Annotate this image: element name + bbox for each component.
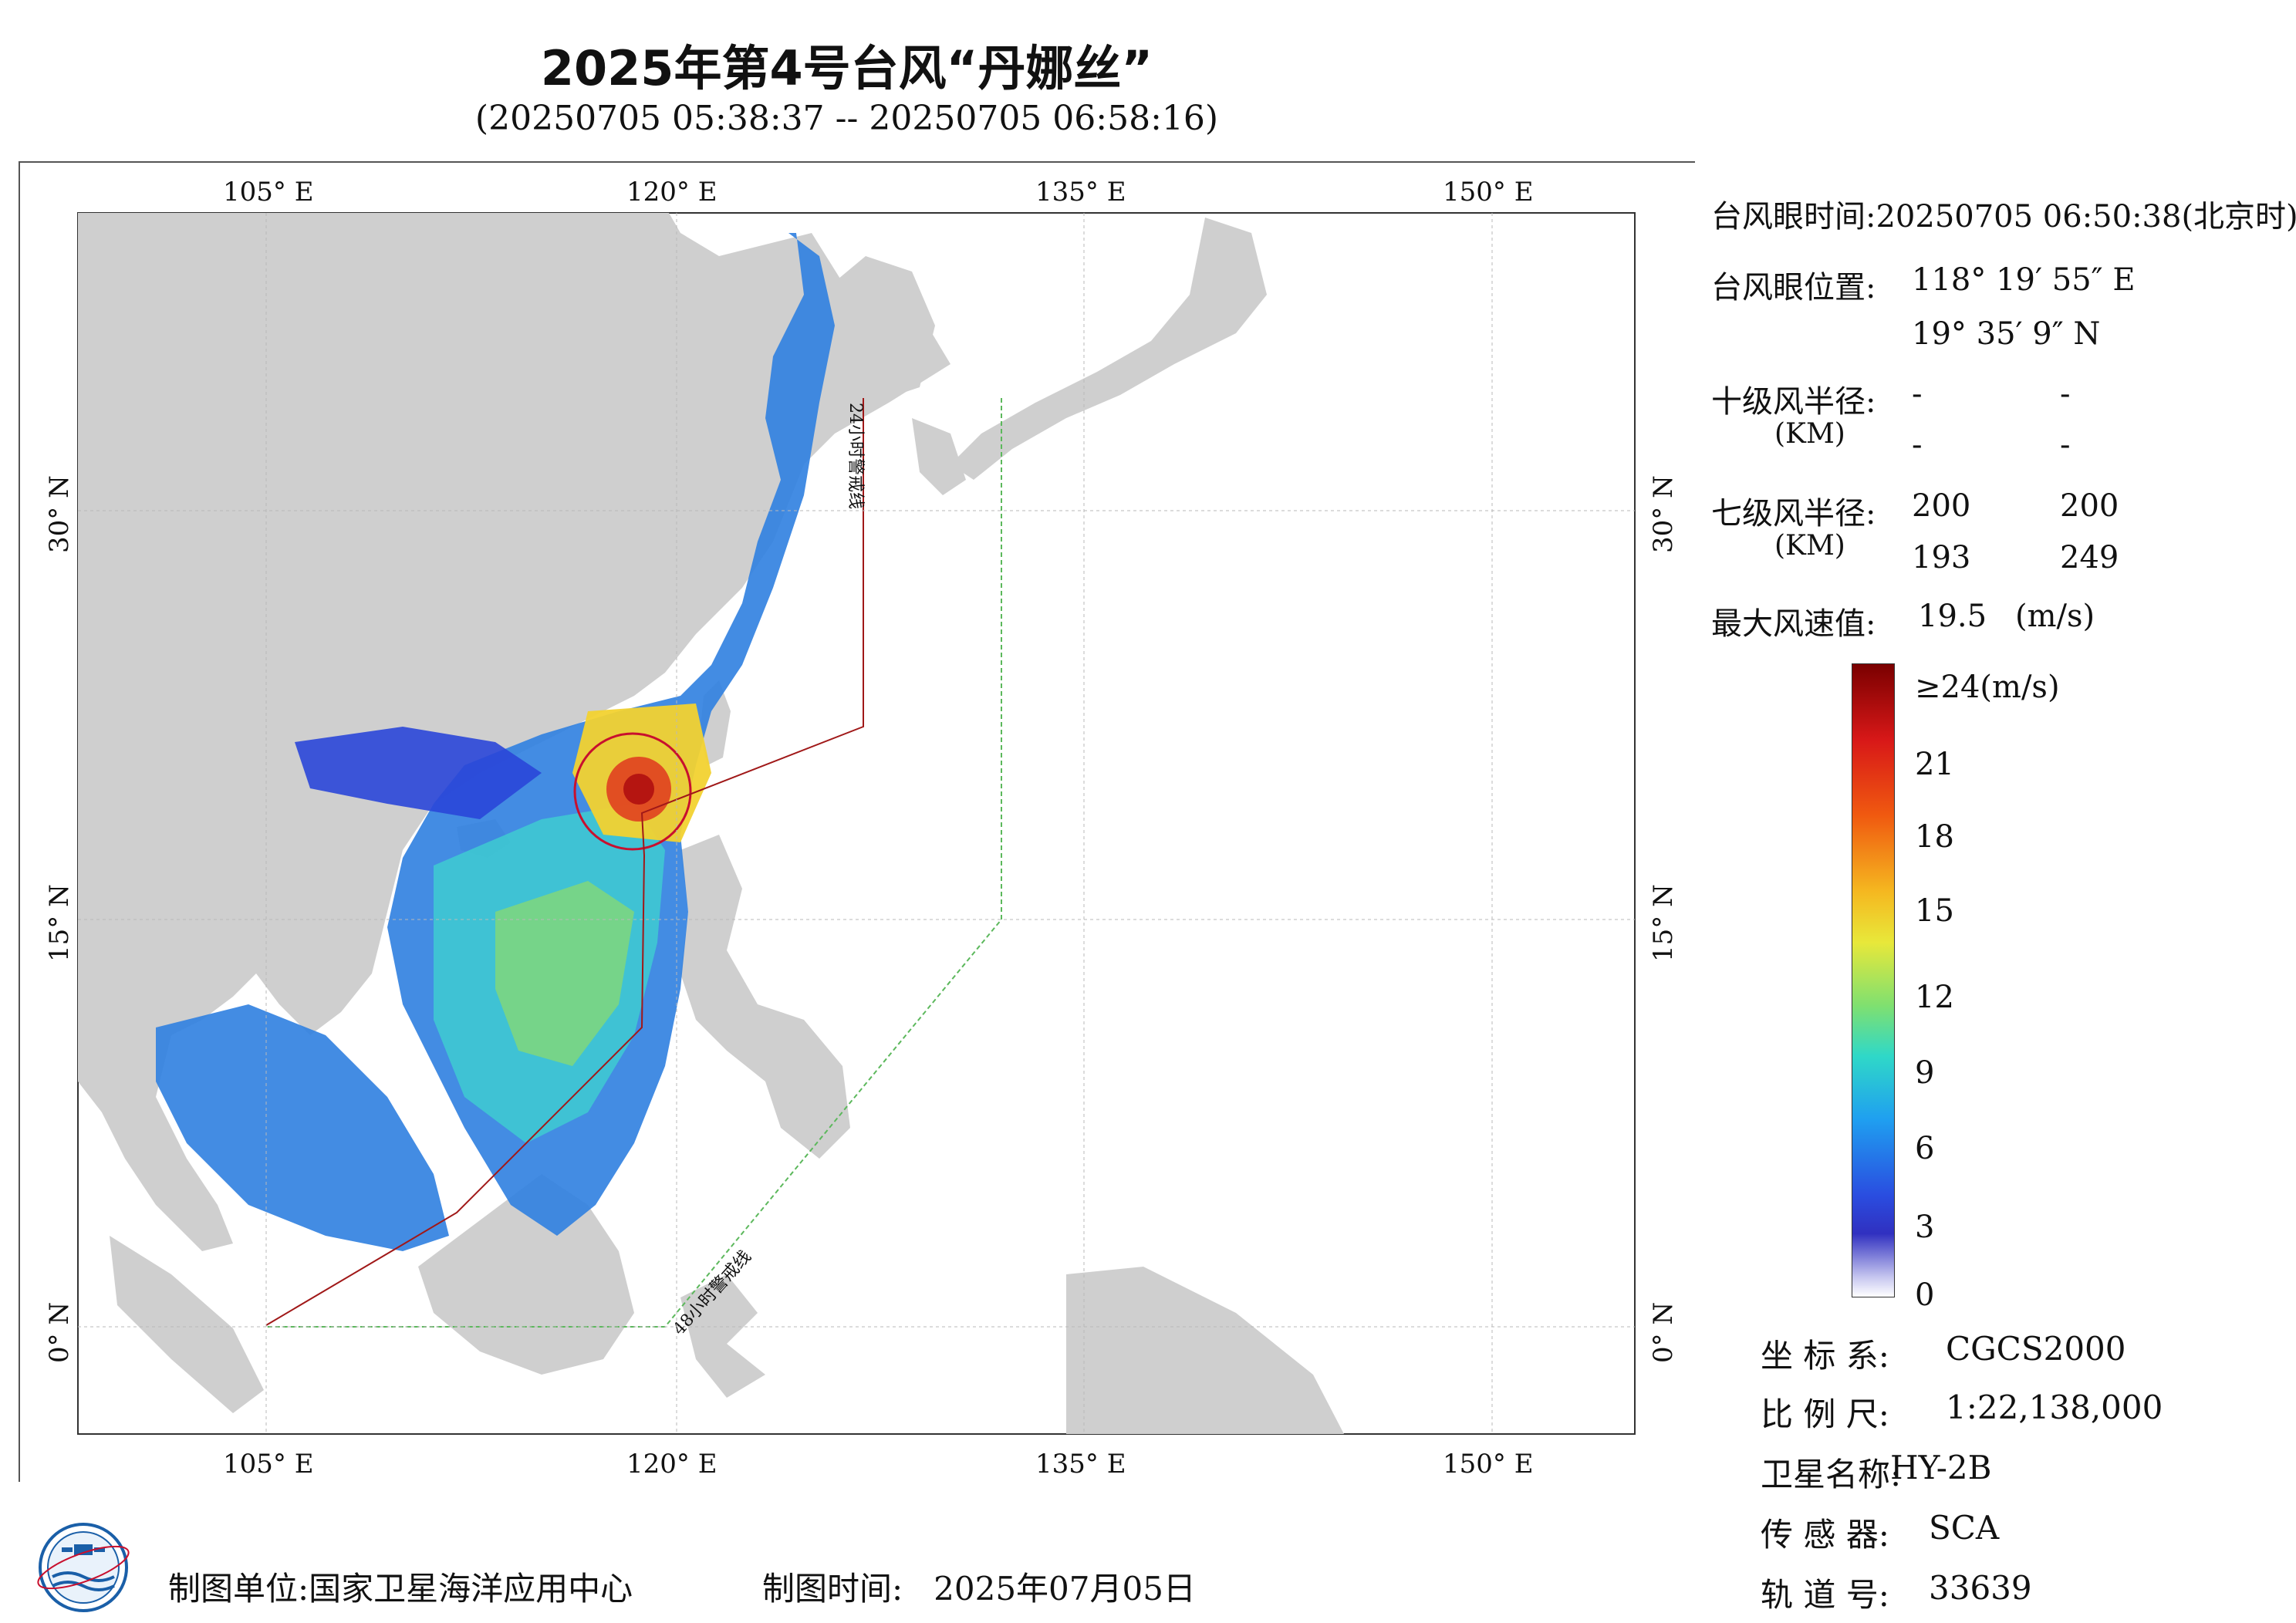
satellite-label: 卫星名称:: [1761, 1456, 1902, 1493]
lon-tick-bottom-120: 120° E: [626, 1449, 718, 1480]
footer-time-label: 制图时间:: [762, 1570, 903, 1608]
colorbar-tick-9: 9: [1915, 1055, 1935, 1091]
wind-field-map: 24小时警戒线 48小时警戒线 105° E 120° E 135° E 150…: [20, 163, 1697, 1483]
sensor-label: 传 感 器:: [1761, 1516, 1889, 1554]
footer-time: 制图时间: 2025年07月05日: [762, 1563, 1196, 1610]
scale-label: 比 例 尺:: [1761, 1395, 1889, 1433]
lat-tick-right-30: 30° N: [1648, 475, 1679, 553]
orbit-label: 轨 道 号:: [1761, 1576, 1889, 1614]
footer-unit-value: 国家卫星海洋应用中心: [309, 1570, 633, 1608]
r7-label: 七级风半径:: [1711, 496, 1876, 531]
crs-value: CGCS2000: [1946, 1330, 2126, 1368]
r10-value-ne: -: [1912, 376, 1923, 412]
noc-logo: [34, 1518, 133, 1617]
footer-unit: 制图单位:国家卫星海洋应用中心: [168, 1563, 633, 1610]
crs-label: 坐 标 系:: [1761, 1337, 1889, 1375]
typhoon-eye-circle: [573, 732, 692, 851]
eye-time-value: 20250705 06:50:38(北京时): [1876, 199, 2296, 235]
r10-unit: (KM): [1774, 418, 1845, 450]
colorbar-tick-21: 21: [1915, 747, 1954, 782]
eye-time-row: 台风眼时间:20250705 06:50:38(北京时): [1711, 191, 2296, 236]
r10-value-sw: -: [1912, 427, 1923, 463]
warning-line-24h: [265, 398, 864, 1326]
footer-unit-label: 制图单位:: [168, 1570, 309, 1608]
orbit-value: 33639: [1929, 1569, 2032, 1607]
colorbar-tick-0: 0: [1915, 1277, 1935, 1313]
eye-time-label: 台风眼时间:: [1711, 199, 1876, 235]
lon-tick-top-135: 135° E: [1035, 177, 1126, 208]
lon-tick-bottom-150: 150° E: [1443, 1449, 1534, 1480]
eye-pos-label: 台风眼位置:: [1711, 270, 1876, 305]
lat-tick-right-0: 0° N: [1648, 1302, 1679, 1363]
map-title: 2025年第4号台风“丹娜丝”: [540, 40, 1153, 96]
colorbar-tick-15: 15: [1915, 893, 1954, 929]
r7-value-sw: 193: [1912, 540, 1971, 575]
lat-tick-left-30: 30° N: [44, 475, 75, 553]
observation-time-range: (20250705 05:38:37 -- 20250705 06:58:16): [474, 99, 1219, 138]
land-layer: [78, 213, 1344, 1434]
r7-value-nw: 249: [2060, 540, 2119, 575]
scale-value: 1:22,138,000: [1946, 1388, 2163, 1426]
graticule: [78, 213, 1635, 1434]
max-wind-unit: (m/s): [2015, 599, 2095, 634]
lon-tick-top-105: 105° E: [223, 177, 314, 208]
r7-value-ne: 200: [1912, 488, 1971, 524]
colorbar-tick-18: 18: [1915, 819, 1954, 855]
max-wind-value: 19.5: [1918, 599, 1987, 634]
max-wind-label: 最大风速值:: [1711, 606, 1876, 642]
lon-tick-bottom-135: 135° E: [1035, 1449, 1126, 1480]
satellite-value: HY-2B: [1890, 1449, 1992, 1486]
lat-tick-left-15: 15° N: [44, 884, 75, 962]
colorbar-tick-3: 3: [1915, 1210, 1935, 1245]
lat-tick-left-0: 0° N: [44, 1302, 75, 1363]
colorbar-tick-6: 6: [1915, 1131, 1935, 1166]
footer-time-value: 2025年07月05日: [934, 1570, 1196, 1608]
eye-lat-value: 19° 35′ 9″ N: [1912, 316, 2101, 352]
lat-tick-right-15: 15° N: [1648, 884, 1679, 962]
r10-label: 十级风半径:: [1711, 384, 1876, 420]
colorbar: [1852, 663, 1895, 1297]
r7-value-se: 200: [2060, 488, 2119, 524]
sensor-value: SCA: [1929, 1509, 2000, 1547]
r10-value-se: -: [2060, 376, 2071, 412]
lon-tick-bottom-105: 105° E: [223, 1449, 314, 1480]
lon-tick-top-120: 120° E: [626, 177, 718, 208]
eye-lon-value: 118° 19′ 55″ E: [1912, 262, 2136, 298]
map-frame: 24小时警戒线 48小时警戒线 105° E 120° E 135° E 150…: [19, 161, 1697, 1483]
colorbar-top-label: ≥24(m/s): [1915, 670, 2060, 705]
colorbar-tick-12: 12: [1915, 980, 1954, 1015]
r7-unit: (KM): [1774, 530, 1845, 562]
warning-line-24h-label: 24小时警戒线: [846, 403, 865, 509]
r10-value-nw: -: [2060, 427, 2071, 463]
lon-tick-top-150: 150° E: [1443, 177, 1534, 208]
